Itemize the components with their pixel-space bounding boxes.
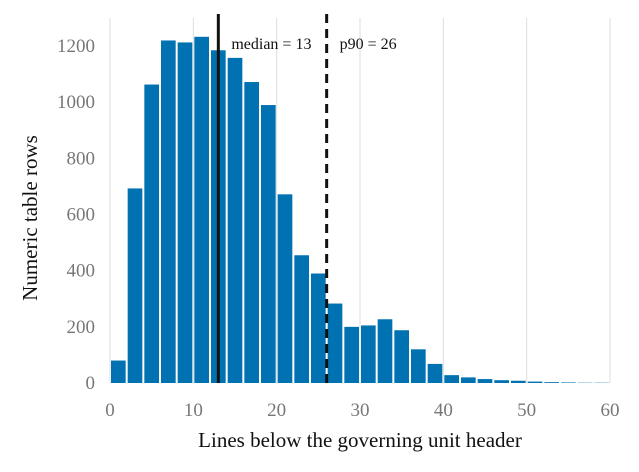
x-tick-label-6: 60 [601, 400, 620, 421]
histogram-bar-13 [327, 303, 343, 383]
x-axis-label: Lines below the governing unit header [198, 428, 522, 452]
y-axis-label: Numeric table rows [18, 135, 42, 301]
x-tick-label-5: 50 [517, 400, 536, 421]
y-tick-label-3: 600 [67, 205, 96, 226]
histogram-bar-4 [177, 42, 193, 384]
y-tick-label-1: 200 [67, 317, 96, 338]
x-tick-label-1: 10 [184, 400, 203, 421]
x-tick-label-2: 20 [267, 400, 286, 421]
histogram-bar-12 [311, 273, 326, 383]
histogram-bar-2 [144, 84, 159, 384]
histogram-bar-1 [127, 188, 143, 383]
histogram-bar-23 [494, 380, 509, 383]
x-tick-label-4: 40 [434, 400, 453, 421]
histogram-bar-5 [194, 36, 209, 384]
p90-label: p90 = 26 [340, 36, 397, 53]
histogram-bar-11 [294, 255, 309, 383]
histogram-bar-24 [511, 380, 526, 383]
histogram-bar-26 [544, 382, 559, 383]
histogram-bar-10 [277, 194, 293, 383]
x-tick-label-0: 0 [105, 400, 115, 421]
bars-layer [111, 36, 609, 384]
y-tick-label-6: 1200 [57, 36, 95, 57]
x-tick-label-3: 30 [351, 400, 370, 421]
histogram-bar-16 [377, 319, 393, 383]
y-tick-label-5: 1000 [57, 92, 95, 113]
histogram-bar-22 [477, 379, 493, 383]
histogram-bar-0 [111, 360, 126, 383]
histogram-bar-7 [227, 57, 243, 383]
histogram-bar-15 [361, 325, 376, 383]
y-tick-label-2: 400 [67, 261, 96, 282]
histogram-bar-18 [411, 349, 426, 383]
histogram-bar-8 [244, 82, 259, 383]
median-label: median = 13 [231, 36, 311, 53]
histogram-bar-27 [561, 382, 576, 383]
histogram-bar-9 [261, 105, 276, 384]
histogram-bar-20 [444, 375, 459, 383]
histogram-bar-3 [161, 40, 176, 383]
histogram-bar-17 [394, 330, 409, 383]
histogram-bar-19 [427, 363, 443, 383]
y-tick-label-0: 0 [86, 373, 96, 394]
y-tick-label-4: 800 [67, 148, 96, 169]
histogram-bar-21 [461, 377, 476, 383]
histogram-bar-14 [344, 326, 359, 383]
annotation-layer: median = 13 p90 = 26 [216, 14, 397, 383]
histogram-bar-25 [527, 381, 543, 383]
grid-layer [109, 18, 611, 383]
